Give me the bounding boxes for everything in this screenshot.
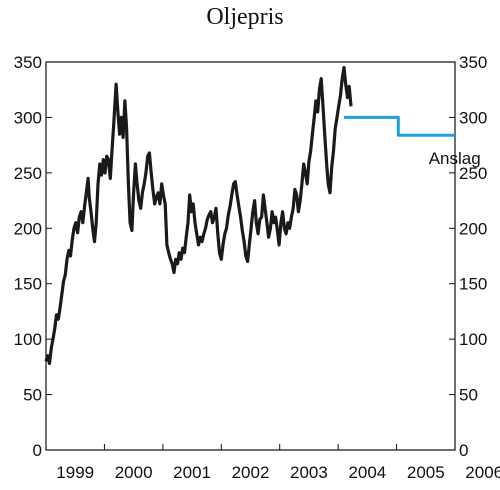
y-tick-label-right: 300 bbox=[459, 108, 487, 127]
x-tick-label: 1999 bbox=[56, 463, 94, 482]
price-series-line bbox=[44, 65, 353, 366]
axes-layer: 0 0 50 50 100 100 150 150 200 200 250 250 300 300 350 3… bbox=[14, 53, 500, 482]
x-tick-label: 2005 bbox=[407, 463, 445, 482]
y-tick-label-right: 250 bbox=[459, 164, 487, 183]
x-tick-label: 2006 bbox=[465, 463, 500, 482]
y-tick-label-right: 50 bbox=[459, 386, 478, 405]
annotation-layer: Anslag bbox=[429, 149, 481, 168]
y-tick-label-right: 150 bbox=[459, 275, 487, 294]
y-tick-label-left: 50 bbox=[23, 386, 42, 405]
x-tick-label: 2004 bbox=[348, 463, 386, 482]
x-tick-label: 2002 bbox=[232, 463, 270, 482]
y-tick-label-left: 200 bbox=[14, 219, 42, 238]
y-tick-label-right: 0 bbox=[459, 441, 468, 460]
chart-title: Oljepris bbox=[206, 4, 283, 30]
y-tick-label-right: 200 bbox=[459, 219, 487, 238]
y-tick-label-left: 350 bbox=[14, 53, 42, 72]
y-tick-label-left: 250 bbox=[14, 164, 42, 183]
x-tick-label: 2000 bbox=[115, 463, 153, 482]
y-tick-label-left: 0 bbox=[33, 441, 42, 460]
x-tick-label: 2001 bbox=[173, 463, 211, 482]
forecast-series-line bbox=[344, 115, 455, 137]
y-tick-label-right: 100 bbox=[459, 330, 487, 349]
y-tick-label-left: 150 bbox=[14, 275, 42, 294]
annotation-anslag: Anslag bbox=[429, 149, 481, 168]
series-layer bbox=[44, 65, 455, 366]
x-tick-label: 2003 bbox=[290, 463, 328, 482]
y-tick-label-left: 300 bbox=[14, 108, 42, 127]
y-tick-label-left: 100 bbox=[14, 330, 42, 349]
plot-frame bbox=[45, 61, 456, 451]
y-tick-label-right: 350 bbox=[459, 53, 487, 72]
